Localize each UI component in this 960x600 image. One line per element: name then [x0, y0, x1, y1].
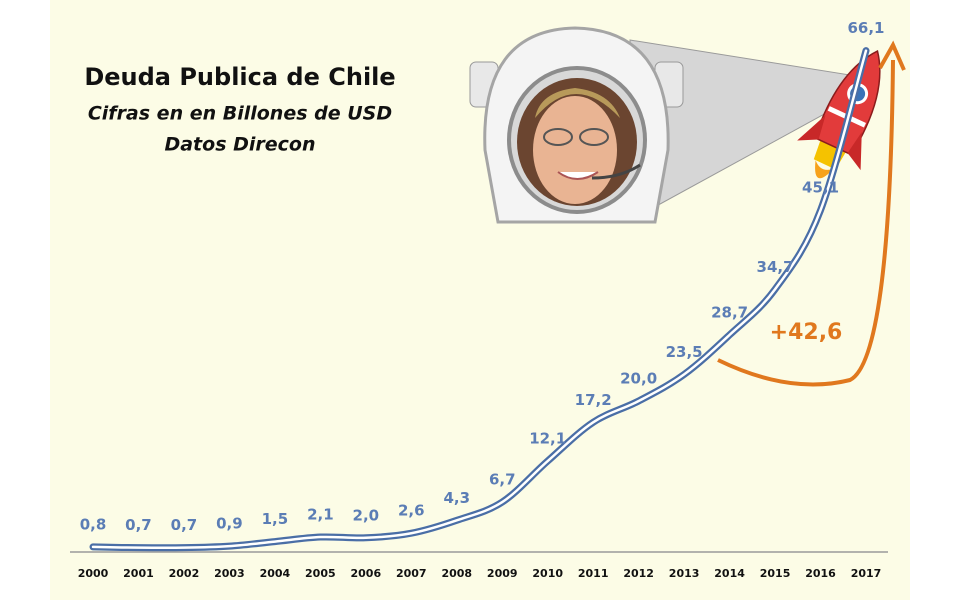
value-label: 6,7 — [489, 471, 516, 489]
value-label: 1,5 — [262, 510, 289, 528]
value-label: 0,8 — [80, 515, 107, 533]
x-tick-label: 2016 — [805, 567, 836, 580]
value-label: 66,1 — [847, 19, 884, 37]
value-label: 0,7 — [125, 516, 152, 534]
x-tick-label: 2001 — [123, 567, 154, 580]
chart-subtitle: Datos Direcon — [164, 134, 315, 156]
x-tick-label: 2006 — [351, 567, 382, 580]
value-label: 45,1 — [802, 179, 839, 197]
annotation: +42,6 — [770, 320, 843, 345]
annotation-arrowhead — [878, 40, 906, 71]
x-tick-label: 2009 — [487, 567, 518, 580]
value-label: 12,1 — [529, 430, 566, 448]
x-tick-label: 2008 — [441, 567, 472, 580]
value-label: 2,6 — [398, 502, 425, 520]
value-label: 23,5 — [666, 343, 703, 361]
value-label: 2,1 — [307, 506, 334, 524]
x-tick-label: 2003 — [214, 567, 245, 580]
value-label: 0,7 — [171, 516, 198, 534]
x-tick-label: 2013 — [669, 567, 700, 580]
value-label: 4,3 — [443, 489, 470, 507]
astronaut-illustration — [469, 26, 851, 224]
x-tick-label: 2011 — [578, 567, 609, 580]
x-tick-label: 2015 — [760, 567, 791, 580]
x-tick-label: 2004 — [260, 567, 291, 580]
x-tick-label: 2014 — [714, 567, 745, 580]
x-tick-label: 2012 — [623, 567, 654, 580]
value-label: 17,2 — [575, 391, 612, 409]
value-label: 28,7 — [711, 303, 748, 321]
x-tick-label: 2005 — [305, 567, 336, 580]
value-label: 20,0 — [620, 370, 657, 388]
annotation-arrow — [717, 59, 895, 387]
x-tick-label: 2010 — [532, 567, 563, 580]
chart-title: Deuda Publica de Chile — [84, 63, 395, 91]
value-label: 2,0 — [353, 506, 380, 524]
x-tick-label: 2000 — [78, 567, 109, 580]
x-tick-label: 2007 — [396, 567, 427, 580]
line-highlight — [91, 49, 868, 550]
chart-subtitle: Cifras en en Billones de USD — [88, 103, 392, 125]
value-label: 0,9 — [216, 515, 243, 533]
value-label: 34,7 — [757, 258, 794, 276]
x-tick-label: 2017 — [851, 567, 882, 580]
x-tick-label: 2002 — [169, 567, 200, 580]
